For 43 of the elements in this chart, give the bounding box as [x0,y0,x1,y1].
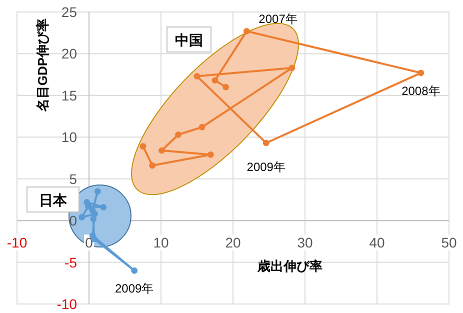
point [149,162,156,169]
y-tick-label: -5 [64,254,78,270]
annotation: 2009年 [115,282,154,296]
series-label: 中国 [175,32,203,48]
x-tick-label: 10 [153,234,169,251]
annotation: 2007年 [258,12,298,26]
y-tick-label: 10 [61,129,78,146]
x-tick-label: -10 [6,234,28,251]
point [85,203,92,210]
point [100,204,107,210]
annotation: 2008年 [402,84,440,98]
y-tick-label: -10 [56,296,78,312]
point [262,140,270,146]
x-tick-label: 30 [297,234,313,251]
point [90,216,97,222]
point [243,28,250,34]
y-tick-label: 5 [69,170,78,187]
point [92,210,98,218]
point [140,143,146,150]
point [158,147,165,154]
y-tick-label: 15 [61,87,78,104]
y-axis-title: 名目GDP伸び率 [35,18,50,113]
series-label: 日本 [39,192,68,208]
y-tick-label: 0 [69,212,78,229]
point [207,151,214,158]
point [194,73,200,80]
point [131,267,138,274]
y-tick-label: 25 [61,4,78,20]
point [418,70,424,76]
point [175,131,182,138]
x-tick-label: 50 [441,234,457,251]
x-tick-label: 40 [369,234,385,251]
point [198,124,206,130]
x-tick-label: 0 [85,234,94,251]
point [222,84,229,90]
x-axis-title: 歳出伸び率 [256,258,322,274]
x-tick-label: 20 [225,234,241,251]
point [288,64,296,72]
annotation: 2009年 [246,160,286,174]
point [78,214,85,220]
point [94,188,101,195]
point [212,77,218,84]
y-tick-label: 20 [61,46,78,62]
